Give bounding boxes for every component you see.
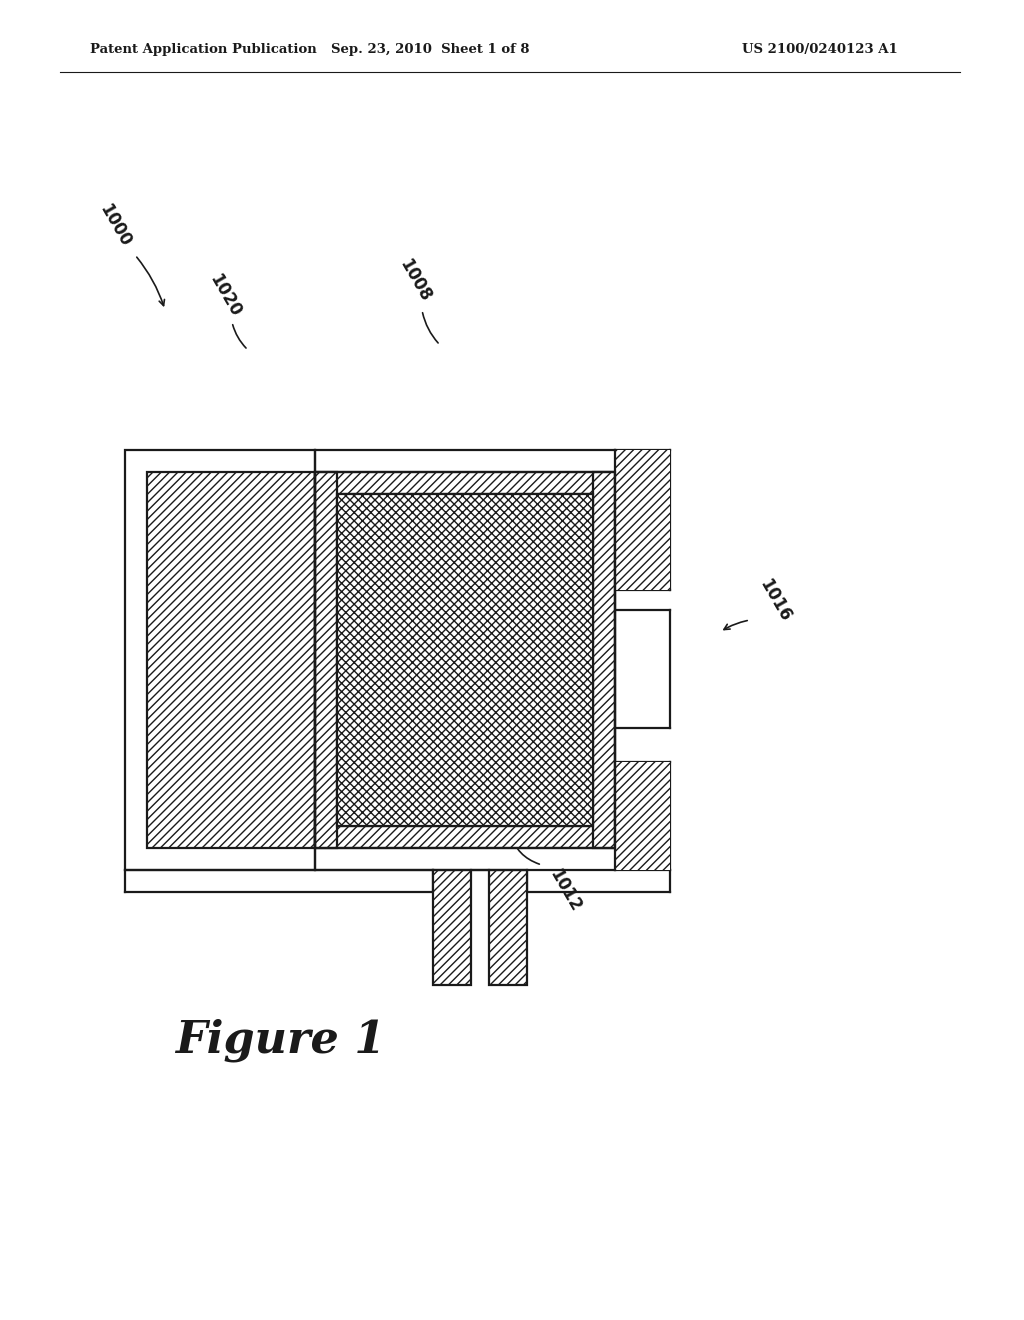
FancyArrowPatch shape [441, 748, 450, 772]
Bar [489, 870, 527, 985]
FancyArrowPatch shape [724, 620, 748, 630]
Bar [315, 473, 615, 494]
Text: 1008: 1008 [395, 256, 434, 305]
Text: 1012: 1012 [546, 866, 585, 915]
Text: 1000: 1000 [95, 201, 134, 249]
Bar [315, 826, 615, 847]
Text: 1004: 1004 [435, 696, 474, 744]
Text: US 2100/0240123 A1: US 2100/0240123 A1 [742, 44, 898, 57]
Text: 1016: 1016 [756, 576, 795, 624]
Bar [593, 473, 615, 847]
FancyArrowPatch shape [423, 313, 438, 343]
FancyArrowPatch shape [510, 834, 540, 865]
Bar [315, 473, 337, 847]
Text: 1020: 1020 [206, 271, 245, 319]
Bar [615, 762, 670, 870]
Bar [433, 870, 471, 985]
FancyArrowPatch shape [137, 257, 165, 306]
FancyArrowPatch shape [232, 325, 246, 348]
Bar [125, 450, 315, 870]
Text: Sep. 23, 2010  Sheet 1 of 8: Sep. 23, 2010 Sheet 1 of 8 [331, 44, 529, 57]
Text: Figure 1: Figure 1 [175, 1018, 385, 1061]
Bar [315, 473, 615, 847]
Bar [615, 450, 670, 590]
Bar [147, 473, 315, 847]
Bar [337, 494, 593, 826]
Text: Patent Application Publication: Patent Application Publication [90, 44, 316, 57]
